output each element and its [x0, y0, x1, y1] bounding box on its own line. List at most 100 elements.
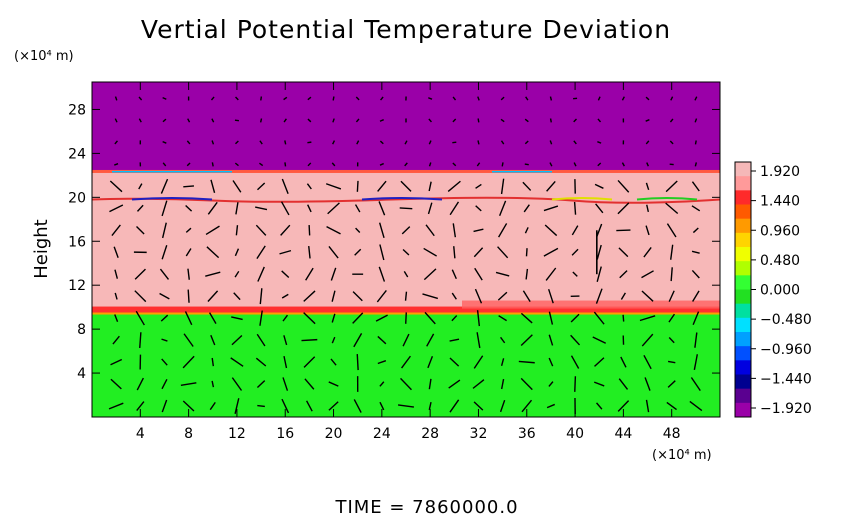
wind-arrow — [428, 97, 433, 100]
wind-arrow — [331, 290, 336, 302]
colorbar-tick-label: 1.920 — [760, 164, 800, 180]
wind-arrow — [572, 271, 578, 277]
wind-arrow — [162, 118, 167, 123]
wind-arrow — [355, 118, 360, 123]
wave-band-20 — [91, 196, 721, 204]
wind-arrow — [428, 401, 432, 411]
wind-arrow — [452, 96, 457, 101]
wind-arrow — [524, 163, 529, 166]
y-axis: 4 8 12 16 20 24 28 — [68, 102, 720, 382]
wind-arrow — [187, 118, 191, 123]
colorbar-tick-label: −0.960 — [760, 342, 812, 358]
wind-arrow — [301, 338, 318, 342]
wind-arrow — [259, 288, 263, 305]
wind-arrow — [645, 96, 650, 101]
wind-arrow — [307, 118, 312, 123]
wind-arrow — [691, 250, 700, 254]
wind-arrow — [472, 379, 485, 389]
wind-arrow — [234, 398, 240, 414]
colorbar-swatch — [735, 204, 751, 220]
wind-arrow — [399, 207, 413, 210]
wind-arrow — [620, 292, 626, 300]
wind-arrow — [645, 225, 650, 236]
wind-arrow — [205, 271, 221, 277]
wind-arrow — [426, 333, 435, 347]
wind-arrow — [159, 292, 170, 300]
wind-arrow — [694, 162, 698, 167]
wind-arrow — [378, 222, 385, 239]
wind-arrow — [327, 202, 340, 215]
wind-arrow — [594, 183, 604, 189]
wind-arrow — [499, 399, 506, 413]
wind-arrow — [474, 267, 483, 281]
wind-arrow — [646, 162, 649, 167]
wind-arrow — [377, 335, 387, 345]
wind-vectors — [108, 96, 703, 415]
wind-arrow — [161, 200, 168, 217]
wind-arrow — [356, 140, 360, 145]
wind-arrow — [644, 377, 651, 391]
wind-arrow — [500, 140, 505, 145]
wind-arrow — [693, 354, 699, 371]
wind-arrow — [476, 332, 481, 349]
wind-arrow — [186, 140, 191, 145]
wind-arrow — [547, 288, 554, 304]
x-tick-label: 4 — [136, 426, 145, 442]
wind-arrow — [110, 358, 123, 366]
wind-arrow — [161, 338, 168, 342]
wind-arrow — [159, 268, 170, 280]
x-tick-label: 16 — [276, 426, 294, 442]
wind-arrow — [452, 118, 457, 123]
wind-arrow — [497, 291, 508, 301]
wind-arrow — [280, 224, 291, 236]
x-tick-label: 24 — [373, 426, 391, 442]
wind-arrow — [356, 354, 359, 371]
wind-arrow — [400, 377, 412, 391]
wind-arrow — [645, 140, 650, 145]
upper-boundary-accent — [112, 170, 232, 173]
wind-arrow — [326, 226, 341, 235]
y-unit-label: (×10⁴ m) — [14, 49, 74, 64]
wind-arrow — [425, 224, 435, 237]
wave-band-20-blue — [361, 197, 443, 201]
wind-arrow — [162, 97, 167, 100]
wind-arrow — [353, 399, 362, 413]
wind-arrow — [518, 360, 535, 364]
colorbar-tick-label: 0.480 — [760, 253, 800, 269]
wind-arrow — [257, 404, 265, 408]
wind-arrow — [281, 293, 289, 299]
x-tick-label: 8 — [184, 426, 193, 442]
wind-arrow — [187, 268, 190, 280]
wind-arrow — [234, 248, 240, 257]
wind-arrow — [574, 376, 577, 392]
wind-arrow — [304, 378, 315, 390]
wind-arrow — [255, 224, 267, 236]
wind-arrow — [234, 270, 240, 278]
colorbar-tick-label: 0.000 — [760, 283, 800, 299]
wind-arrow — [543, 247, 559, 257]
wind-arrow — [114, 96, 118, 101]
wind-arrow — [404, 140, 408, 145]
wind-arrow — [138, 96, 143, 101]
wind-arrow — [500, 96, 505, 101]
wind-arrow — [259, 310, 263, 326]
wind-arrow — [352, 291, 363, 302]
wind-arrow — [401, 355, 411, 369]
wind-arrow — [377, 359, 387, 365]
wind-arrow — [183, 185, 195, 188]
wind-arrow — [281, 178, 289, 194]
wind-arrow — [328, 381, 339, 387]
wind-arrow — [205, 225, 220, 236]
wind-arrow — [184, 311, 193, 326]
wind-arrow — [473, 355, 484, 369]
wind-arrow — [161, 358, 168, 366]
y-tick-label: 28 — [68, 102, 86, 118]
wind-arrow — [400, 180, 412, 192]
wind-arrow — [597, 118, 602, 123]
wind-arrow — [305, 267, 314, 281]
wind-arrow — [135, 310, 145, 326]
wind-arrow — [404, 162, 408, 167]
wind-arrow — [162, 140, 167, 144]
x-tick-label: 48 — [663, 426, 681, 442]
wind-arrow — [161, 378, 168, 390]
